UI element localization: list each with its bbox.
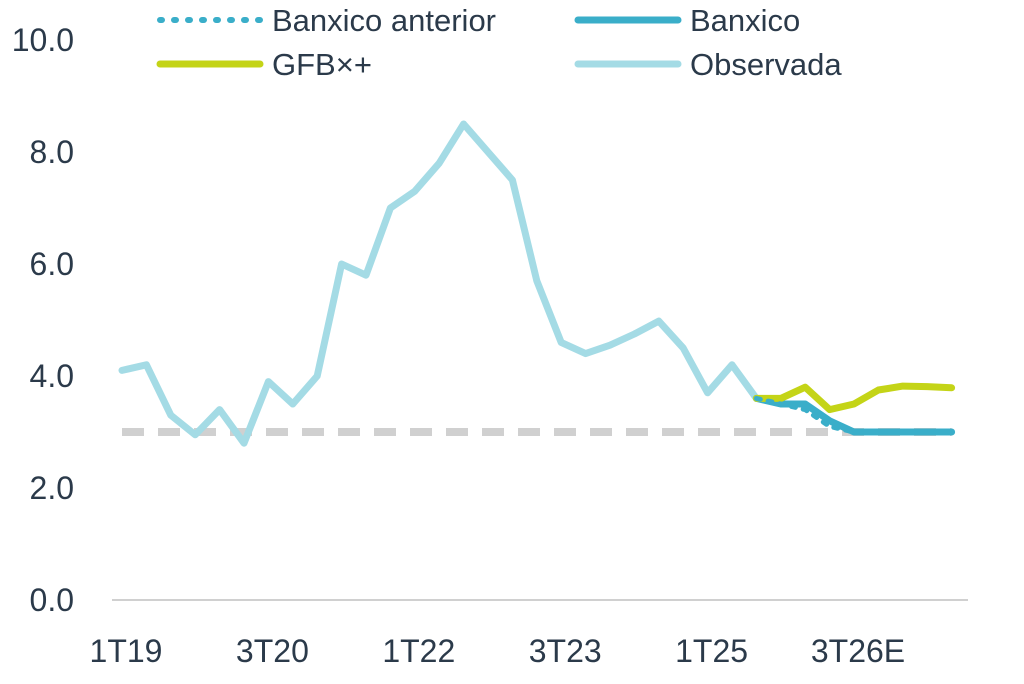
legend-label: Banxico — [690, 3, 800, 38]
x-tick-label: 1T22 — [382, 633, 455, 669]
x-tick-label: 1T25 — [675, 633, 748, 669]
legend-label: Observada — [690, 47, 842, 82]
y-tick-label: 2.0 — [30, 470, 74, 506]
x-tick-label: 3T23 — [529, 633, 602, 669]
y-tick-label: 0.0 — [30, 582, 74, 618]
legend-label: Banxico anterior — [272, 3, 496, 38]
y-tick-label: 8.0 — [30, 134, 74, 170]
y-tick-label: 6.0 — [30, 246, 74, 282]
series-line-gfb — [752, 382, 956, 414]
y-tick-label: 10.0 — [12, 22, 74, 58]
series-line-observada — [118, 120, 760, 447]
legend-item-banxico-anterior: Banxico anterior — [157, 3, 496, 38]
series-line-banxico-anterior — [753, 395, 955, 435]
legend-item-gfb: GFB×+ — [156, 47, 372, 82]
x-axis-labels: 1T19 3T20 1T22 3T23 1T25 3T26E — [90, 633, 906, 669]
legend-item-observada: Observada — [574, 47, 842, 82]
x-tick-label: 1T19 — [90, 633, 163, 669]
y-tick-label: 4.0 — [30, 358, 74, 394]
series-layer — [118, 120, 956, 447]
legend: Banxico anterior Banxico GFB×+ Observada — [156, 3, 842, 82]
legend-label: GFB×+ — [272, 47, 372, 82]
x-tick-label: 3T20 — [236, 633, 309, 669]
y-axis-labels: 0.0 2.0 4.0 6.0 8.0 10.0 — [12, 22, 74, 618]
legend-item-banxico: Banxico — [574, 3, 800, 38]
x-tick-label: 3T26E — [811, 633, 905, 669]
